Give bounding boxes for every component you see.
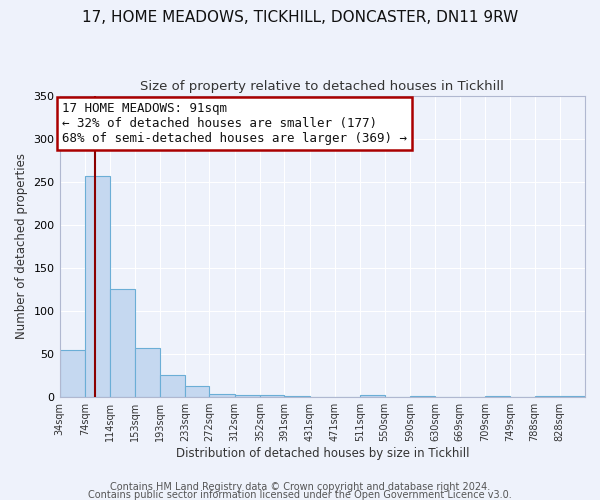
Title: Size of property relative to detached houses in Tickhill: Size of property relative to detached ho…	[140, 80, 504, 93]
Bar	[209, 394, 235, 397]
Bar	[59, 350, 85, 397]
Text: 17, HOME MEADOWS, TICKHILL, DONCASTER, DN11 9RW: 17, HOME MEADOWS, TICKHILL, DONCASTER, D…	[82, 10, 518, 25]
Bar	[360, 396, 385, 397]
Bar	[260, 396, 284, 397]
Bar	[85, 176, 110, 397]
Text: 17 HOME MEADOWS: 91sqm
← 32% of detached houses are smaller (177)
68% of semi-de: 17 HOME MEADOWS: 91sqm ← 32% of detached…	[62, 102, 407, 144]
Bar	[134, 348, 160, 397]
Bar	[185, 386, 209, 397]
Bar	[284, 396, 310, 397]
Bar	[535, 396, 560, 397]
Bar	[560, 396, 585, 397]
Bar	[410, 396, 435, 397]
Bar	[160, 374, 185, 397]
Y-axis label: Number of detached properties: Number of detached properties	[15, 154, 28, 340]
Bar	[485, 396, 510, 397]
Text: Contains HM Land Registry data © Crown copyright and database right 2024.: Contains HM Land Registry data © Crown c…	[110, 482, 490, 492]
Text: Contains public sector information licensed under the Open Government Licence v3: Contains public sector information licen…	[88, 490, 512, 500]
Bar	[110, 288, 134, 397]
Bar	[235, 396, 260, 397]
X-axis label: Distribution of detached houses by size in Tickhill: Distribution of detached houses by size …	[176, 447, 469, 460]
